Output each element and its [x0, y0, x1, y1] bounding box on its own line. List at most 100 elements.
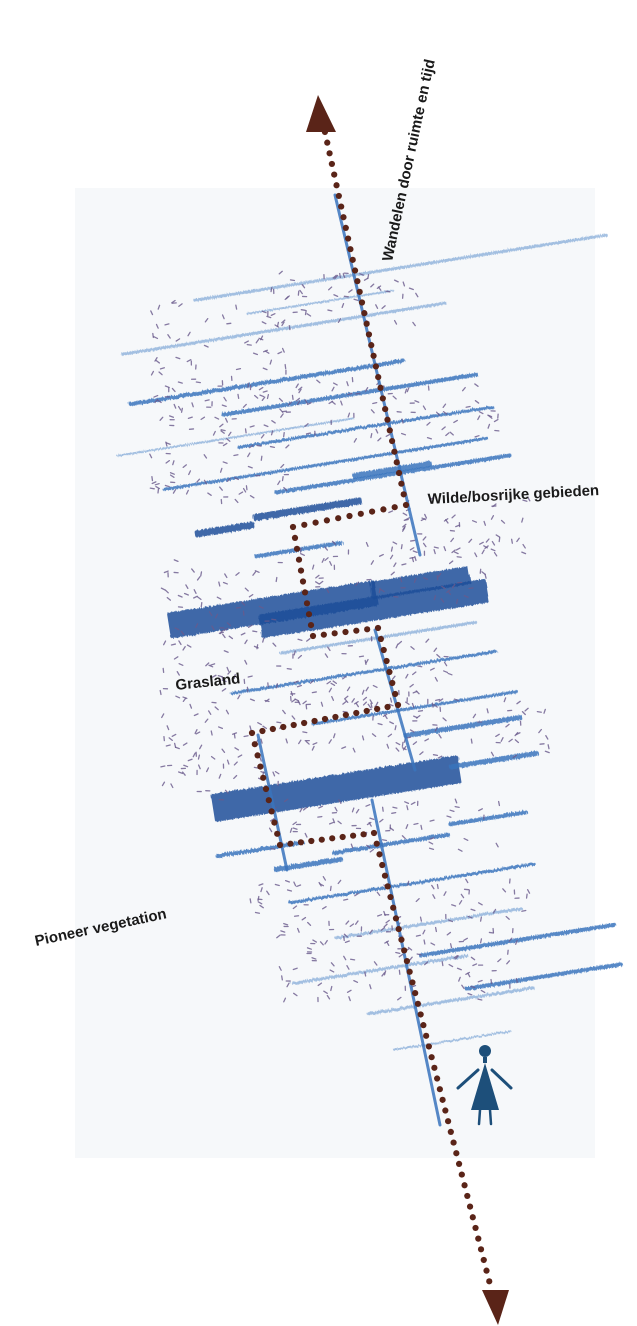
seed-speck: [467, 992, 473, 996]
seed-speck: [152, 332, 154, 339]
seed-speck: [296, 400, 301, 406]
seed-speck: [458, 900, 463, 905]
seed-speck: [270, 287, 273, 293]
seed-speck: [467, 972, 471, 978]
seed-speck: [445, 432, 450, 437]
seed-speck: [508, 937, 513, 942]
seed-speck: [414, 400, 420, 403]
seed-speck: [271, 618, 277, 621]
seed-speck: [301, 916, 307, 921]
seed-speck: [187, 331, 191, 337]
seed-speck: [365, 658, 369, 664]
path-dot: [486, 1278, 493, 1285]
seed-speck: [435, 698, 441, 702]
seed-speck: [438, 698, 444, 702]
seed-speck: [292, 905, 298, 910]
path-dot: [461, 1182, 468, 1189]
seed-speck: [451, 904, 457, 907]
seed-speck: [256, 444, 262, 447]
path-dot: [389, 437, 396, 445]
seed-speck: [294, 698, 300, 702]
seed-speck: [210, 730, 213, 736]
seed-speck: [169, 472, 175, 475]
seed-speck: [298, 388, 302, 394]
path-dot: [269, 725, 276, 733]
seed-speck: [196, 478, 201, 483]
seed-speck: [346, 381, 349, 387]
seed-speck: [171, 299, 176, 304]
seed-speck: [342, 675, 347, 680]
seed-speck: [178, 640, 182, 646]
seed-speck: [443, 891, 447, 896]
seed-speck: [453, 698, 459, 702]
seed-speck: [302, 731, 308, 734]
path-dot: [339, 833, 346, 841]
seed-speck: [456, 556, 462, 558]
seed-speck: [412, 690, 418, 694]
seed-speck: [304, 423, 309, 428]
brush-stroke: [230, 650, 497, 695]
seed-speck: [337, 318, 342, 323]
seed-speck: [226, 322, 232, 325]
seed-speck: [426, 436, 432, 440]
seed-speck: [177, 405, 182, 411]
seed-speck: [441, 960, 444, 967]
seed-speck: [477, 415, 481, 421]
path-dot: [477, 1246, 485, 1253]
seed-speck: [515, 939, 518, 945]
seed-speck: [226, 622, 231, 627]
seed-speck: [334, 806, 338, 812]
seed-speck: [219, 423, 224, 428]
seed-speck: [377, 914, 383, 917]
path-dot: [345, 235, 352, 242]
seed-speck: [446, 815, 452, 818]
seed-speck: [329, 969, 335, 973]
seed-speck: [344, 695, 349, 700]
seed-speck: [536, 710, 542, 713]
path-dot: [412, 990, 419, 997]
path-dot: [374, 705, 381, 713]
seed-speck: [422, 536, 427, 541]
seed-speck: [443, 661, 448, 667]
seed-speck: [221, 679, 227, 683]
seed-speck: [330, 682, 336, 687]
seed-speck: [291, 394, 294, 401]
brush-stroke: [334, 907, 523, 940]
seed-speck: [194, 729, 198, 734]
seed-speck: [378, 587, 381, 594]
seed-speck: [381, 806, 384, 812]
seed-speck: [278, 966, 282, 971]
path-dot: [373, 840, 380, 847]
seed-speck: [410, 646, 415, 650]
path-dot: [450, 1139, 457, 1146]
seed-speck: [224, 417, 228, 423]
seed-speck: [449, 943, 453, 949]
seed-speck: [434, 726, 438, 732]
seed-speck: [477, 902, 483, 906]
seed-speck: [390, 546, 393, 552]
seed-speck: [350, 843, 354, 849]
path-dot: [353, 709, 360, 717]
seed-speck: [283, 922, 289, 926]
path-dot: [395, 925, 402, 933]
seed-speck: [305, 740, 310, 745]
seed-speck: [255, 338, 260, 344]
seed-speck: [203, 479, 208, 485]
seed-speck: [304, 309, 307, 316]
seed-speck: [343, 955, 347, 961]
path-dot: [357, 510, 364, 517]
seed-speck: [283, 997, 287, 1003]
seed-speck: [386, 941, 390, 946]
seed-speck: [321, 557, 325, 563]
seed-speck: [188, 470, 192, 476]
seed-speck: [332, 382, 338, 386]
path-dot: [436, 1086, 443, 1093]
seed-speck: [258, 883, 264, 886]
seed-speck: [284, 879, 291, 883]
seed-speck: [226, 477, 231, 482]
seed-speck: [442, 717, 447, 722]
seed-speck: [247, 452, 251, 458]
seed-speck: [455, 547, 461, 551]
seed-speck: [221, 314, 225, 320]
path-dot: [379, 861, 386, 869]
